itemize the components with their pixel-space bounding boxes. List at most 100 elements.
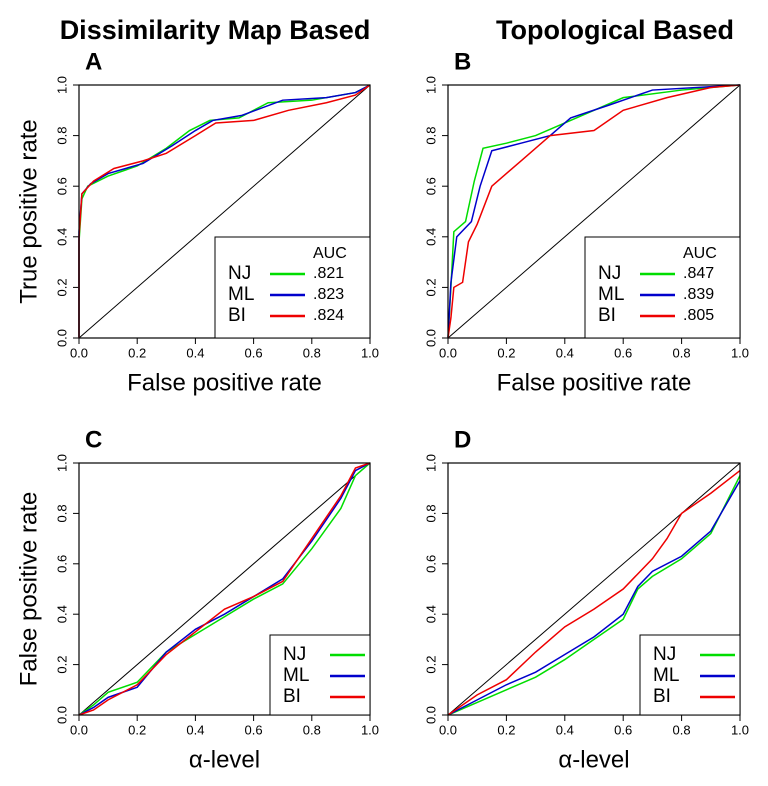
y-tick-label: 0.0 [54, 329, 69, 347]
y-tick-label: 0.6 [54, 555, 69, 573]
x-tick-label: 0.8 [303, 345, 321, 360]
reference-diagonal [78, 84, 371, 339]
x-tick-label: 1.0 [731, 722, 749, 737]
y-tick-label: 0.0 [423, 329, 438, 347]
reference-diagonal [447, 462, 741, 716]
x-tick-label: 0.8 [303, 722, 321, 737]
legend-auc: .839 [683, 286, 714, 303]
y-tick-label: 0.8 [54, 127, 69, 145]
x-axis-label: False positive rate [127, 369, 322, 396]
reference-diagonal [447, 84, 741, 339]
x-tick-label: 1.0 [361, 722, 379, 737]
x-tick-label: 0.2 [497, 722, 515, 737]
legend-label: NJ [283, 644, 306, 665]
legend-auc: .821 [313, 265, 344, 282]
x-tick-label: 0.0 [439, 345, 457, 360]
legend-label: NJ [228, 263, 251, 284]
x-tick-label: 0.0 [70, 722, 88, 737]
legend-auc: .805 [683, 307, 714, 324]
reference-diagonal [78, 462, 371, 716]
x-tick-label: 0.2 [128, 722, 146, 737]
curve [447, 475, 741, 716]
x-tick-label: 1.0 [361, 345, 379, 360]
y-tick-label: 0.4 [54, 605, 69, 623]
x-axis-label: α-level [558, 746, 629, 773]
y-axis-label: True positive rate [15, 119, 42, 304]
legend-label: NJ [598, 263, 621, 284]
y-tick-label: 0.6 [54, 177, 69, 195]
y-tick-label: 0.2 [54, 278, 69, 296]
curve [447, 469, 741, 716]
legend-label: ML [653, 665, 679, 686]
legend-label: ML [598, 284, 624, 305]
legend-header: AUC [313, 245, 347, 262]
y-tick-label: 0.0 [54, 706, 69, 724]
column-title: Dissimilarity Map Based [60, 15, 371, 45]
y-tick-label: 0.4 [54, 228, 69, 246]
x-tick-label: 0.4 [556, 345, 574, 360]
curve [78, 462, 371, 716]
y-tick-label: 0.0 [423, 706, 438, 724]
x-tick-label: 0.6 [245, 345, 263, 360]
curve [78, 462, 371, 716]
plot-frame [447, 462, 741, 716]
y-tick-label: 0.2 [54, 656, 69, 674]
x-tick-label: 0.6 [245, 722, 263, 737]
panel-label: D [454, 426, 471, 453]
x-tick-label: 1.0 [731, 345, 749, 360]
legend-label: BI [228, 305, 246, 326]
x-tick-label: 0.0 [70, 345, 88, 360]
x-tick-label: 0.2 [497, 345, 515, 360]
legend-label: NJ [653, 644, 676, 665]
y-tick-label: 0.2 [423, 656, 438, 674]
y-tick-label: 0.8 [423, 127, 438, 145]
y-tick-label: 0.8 [423, 504, 438, 522]
plot-frame [78, 462, 371, 716]
legend-box [584, 236, 741, 339]
curve [447, 84, 741, 339]
legend-header: AUC [683, 245, 717, 262]
curve [78, 84, 371, 338]
panel-label: B [454, 48, 471, 75]
curve [78, 462, 371, 716]
x-tick-label: 0.0 [439, 722, 457, 737]
legend-auc: .823 [313, 286, 344, 303]
curve [78, 84, 371, 338]
y-tick-label: 0.4 [423, 228, 438, 246]
panel-label: A [85, 48, 102, 75]
column-title: Topological Based [496, 15, 734, 45]
legend-label: BI [653, 686, 671, 707]
legend-label: BI [283, 686, 301, 707]
x-tick-label: 0.8 [673, 722, 691, 737]
panel-label: C [85, 426, 102, 453]
x-tick-label: 0.2 [128, 345, 146, 360]
y-tick-label: 1.0 [423, 76, 438, 94]
legend-auc: .824 [313, 307, 344, 324]
y-axis-label: False positive rate [15, 492, 42, 687]
x-tick-label: 0.4 [186, 722, 204, 737]
legend-label: BI [598, 305, 616, 326]
y-tick-label: 0.6 [423, 555, 438, 573]
y-tick-label: 0.4 [423, 605, 438, 623]
curve [447, 84, 741, 339]
y-tick-label: 1.0 [423, 454, 438, 472]
y-tick-label: 1.0 [54, 454, 69, 472]
y-tick-label: 0.6 [423, 177, 438, 195]
x-axis-label: False positive rate [497, 369, 692, 396]
legend-box [214, 236, 371, 339]
x-tick-label: 0.6 [614, 722, 632, 737]
x-tick-label: 0.4 [556, 722, 574, 737]
legend-auc: .847 [683, 265, 714, 282]
x-tick-label: 0.8 [673, 345, 691, 360]
x-axis-label: α-level [189, 746, 260, 773]
x-tick-label: 0.4 [186, 345, 204, 360]
curve [447, 480, 741, 716]
x-tick-label: 0.6 [614, 345, 632, 360]
y-tick-label: 1.0 [54, 76, 69, 94]
y-tick-label: 0.2 [423, 278, 438, 296]
legend-label: ML [228, 284, 254, 305]
curve [447, 84, 741, 339]
legend-label: ML [283, 665, 309, 686]
y-tick-label: 0.8 [54, 504, 69, 522]
